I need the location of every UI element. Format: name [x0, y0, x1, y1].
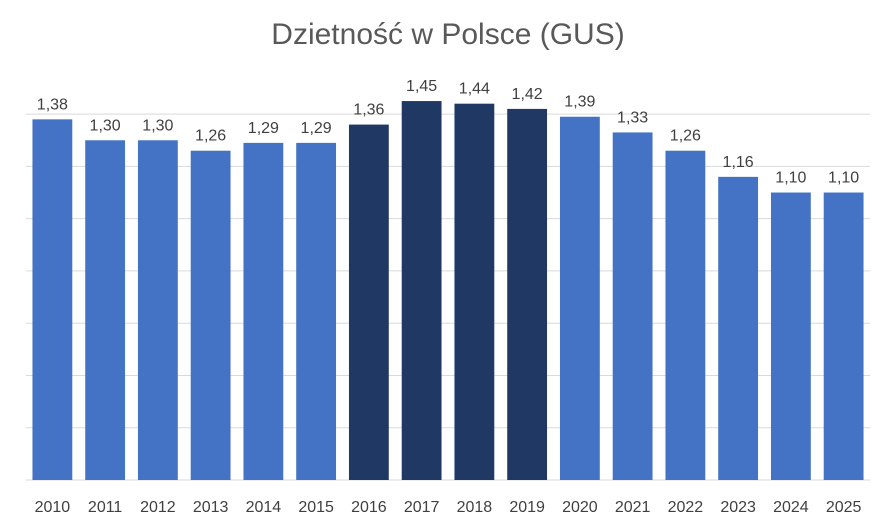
bar-2011	[85, 140, 126, 480]
data-label-2011: 1,30	[90, 117, 121, 134]
data-label-2023: 1,16	[723, 154, 754, 171]
bar-2022	[665, 150, 706, 480]
data-label-2017: 1,45	[406, 78, 437, 95]
x-tick-2025: 2025	[826, 499, 862, 516]
bar-2013	[190, 150, 231, 480]
x-tick-2012: 2012	[140, 499, 176, 516]
x-tick-2011: 2011	[88, 499, 123, 516]
x-tick-2021: 2021	[615, 499, 651, 516]
data-label-2024: 1,10	[775, 170, 806, 187]
data-label-2014: 1,29	[248, 120, 279, 137]
data-label-2012: 1,30	[142, 117, 173, 134]
data-label-2010: 1,38	[37, 96, 68, 113]
bar-2014	[243, 142, 284, 480]
x-tick-2017: 2017	[404, 499, 440, 516]
data-label-2022: 1,26	[670, 128, 701, 145]
data-label-2013: 1,26	[195, 128, 226, 145]
x-tick-2020: 2020	[562, 499, 598, 516]
data-labels: 1,38 1,30 1,30 1,26 1,29 1,29 1,36 1,45 1,44 1,42…	[37, 78, 859, 186]
bars	[32, 101, 864, 481]
data-label-2021: 1,33	[617, 109, 648, 126]
data-label-2020: 1,39	[564, 94, 595, 111]
bar-2016	[348, 124, 389, 480]
bar-2012	[137, 140, 178, 480]
x-tick-2024: 2024	[773, 499, 809, 516]
data-label-2018: 1,44	[459, 81, 490, 98]
bar-2017	[401, 101, 442, 481]
bar-2021	[612, 132, 653, 480]
bar-2025	[823, 192, 864, 481]
bar-2010	[32, 119, 73, 481]
x-tick-2010: 2010	[35, 499, 71, 516]
chart-title: Dzietność w Polsce (GUS)	[271, 18, 625, 51]
bar-2019	[507, 108, 548, 480]
x-tick-2019: 2019	[509, 499, 545, 516]
x-tick-2022: 2022	[668, 499, 704, 516]
data-label-2025: 1,10	[828, 170, 859, 187]
x-tick-2018: 2018	[457, 499, 493, 516]
x-tick-2023: 2023	[720, 499, 756, 516]
bar-2018	[454, 103, 495, 481]
data-label-2016: 1,36	[353, 102, 384, 119]
bar-2023	[718, 176, 759, 480]
x-tick-2015: 2015	[298, 499, 334, 516]
bar-2020	[559, 116, 600, 480]
x-tick-2014: 2014	[246, 499, 282, 516]
data-label-2019: 1,42	[512, 86, 543, 103]
bar-2024	[770, 192, 811, 481]
bar-2015	[296, 142, 337, 480]
x-tick-2013: 2013	[193, 499, 229, 516]
data-label-2015: 1,29	[301, 120, 332, 137]
x-tick-2016: 2016	[351, 499, 387, 516]
x-axis-ticks: 2010 2011 2012 2013 2014 2015 2016 2017 2018 2019…	[35, 499, 862, 516]
